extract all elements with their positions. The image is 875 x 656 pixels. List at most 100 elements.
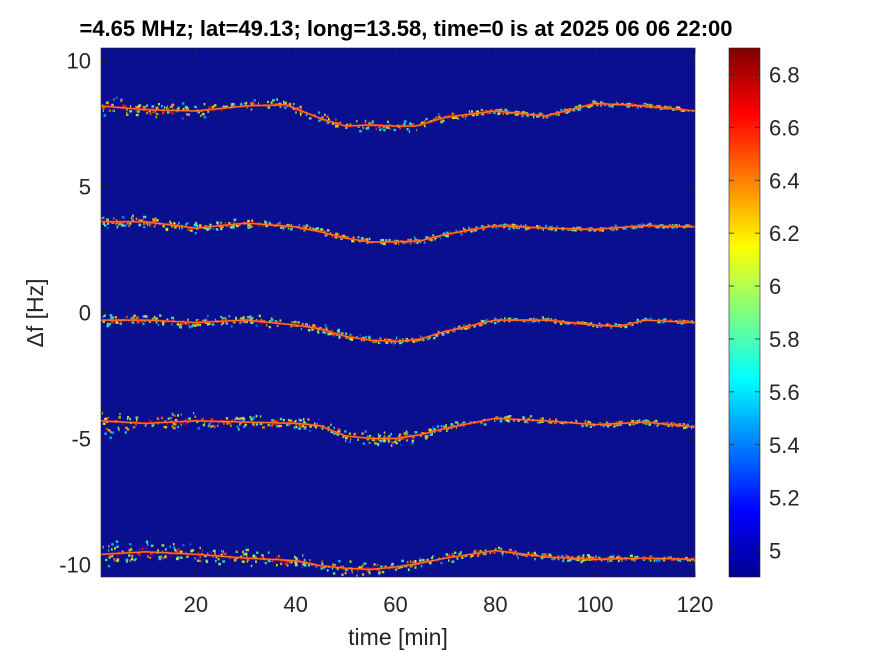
trace-speckle [381,570,385,574]
trace-speckle [255,556,257,559]
trace-speckle [480,112,483,116]
trace-speckle [293,426,296,429]
trace-speckle [309,559,311,562]
trace-speckle [318,119,321,122]
trace-speckle [348,440,351,444]
trace-speckle [504,108,508,112]
trace-speckle [653,559,656,562]
trace-speckle [549,554,552,557]
trace-speckle [301,323,304,326]
trace-speckle [155,112,159,116]
trace-speckle [393,341,397,344]
trace-speckle [280,226,283,229]
trace-speckle [107,222,110,225]
trace-speckle [309,226,312,229]
trace-speckle [282,225,285,229]
trace-speckle [210,417,214,421]
trace-speckle [445,231,449,234]
trace-speckle [107,555,109,558]
trace-speckle [149,420,153,423]
trace-speckle [473,551,476,554]
trace-speckle [294,419,297,423]
trace-speckle [481,421,483,425]
trace-speckle [410,560,412,563]
trace-speckle [508,415,512,418]
trace-speckle [178,221,180,225]
trace-speckle [395,442,398,445]
trace-speckle [214,318,216,321]
trace-speckle [511,223,515,226]
trace-speckle [234,418,236,421]
trace-speckle [205,319,209,322]
trace-speckle [345,340,347,343]
trace-speckle [315,426,318,429]
trace-speckle [371,566,374,569]
trace-speckle [267,106,271,109]
trace-speckle [250,317,253,321]
trace-speckle [629,423,632,426]
trace-speckle [577,108,581,111]
trace-speckle [385,125,388,129]
trace-speckle [261,554,264,557]
trace-speckle [242,316,245,319]
trace-speckle [429,561,432,565]
trace-speckle [215,555,218,559]
trace-speckle [667,424,670,427]
trace-speckle [367,335,371,339]
trace-speckle [517,556,519,560]
trace-speckle [222,560,225,563]
trace-speckle [107,429,111,432]
trace-speckle [264,220,267,223]
trace-speckle [184,105,188,109]
trace-speckle [424,125,426,128]
trace-speckle [255,324,258,327]
trace-speckle [332,572,336,575]
trace-speckle [425,236,429,239]
trace-speckle [396,336,398,340]
trace-speckle [102,216,105,219]
trace-speckle [114,547,116,550]
trace-speckle [539,112,542,115]
trace-speckle [295,557,298,560]
trace-speckle [184,322,188,325]
trace-speckle [191,549,195,552]
trace-speckle [529,415,532,418]
trace-speckle [244,102,247,105]
trace-speckle [291,324,293,328]
trace-speckle [251,219,254,222]
trace-speckle [592,556,595,560]
trace-speckle [173,546,176,549]
trace-speckle [451,329,455,333]
trace-speckle [374,441,376,444]
trace-speckle [575,420,578,423]
trace-speckle [356,120,358,123]
trace-speckle [201,417,204,421]
trace-speckle [382,440,386,443]
colorbar-ticks: 6.8 6.6 6.4 6.2 6 5.8 5.6 5.4 5.2 5 [729,62,800,564]
trace-speckle [325,327,328,330]
trace-speckle [350,338,353,341]
trace-speckle [403,432,407,435]
trace-speckle [332,332,335,336]
trace-speckle [679,319,681,322]
trace-speckle [108,556,111,559]
trace-speckle [209,223,212,227]
trace-speckle [220,225,224,228]
trace-speckle [321,427,324,430]
trace-speckle [222,550,224,553]
trace-speckle [677,106,681,109]
trace-speckle [129,110,133,113]
trace-speckle [556,225,558,228]
trace-speckle [340,237,343,240]
trace-speckle [211,105,215,108]
trace-speckle [389,564,391,568]
trace-speckle [126,113,129,116]
trace-speckle [102,109,104,113]
trace-speckle [189,326,191,329]
trace-speckle [462,227,465,230]
trace-speckle [379,439,383,443]
trace-speckle [412,339,415,343]
trace-speckle [632,422,634,426]
trace-speckle [593,229,597,232]
trace-speckle [294,564,298,567]
